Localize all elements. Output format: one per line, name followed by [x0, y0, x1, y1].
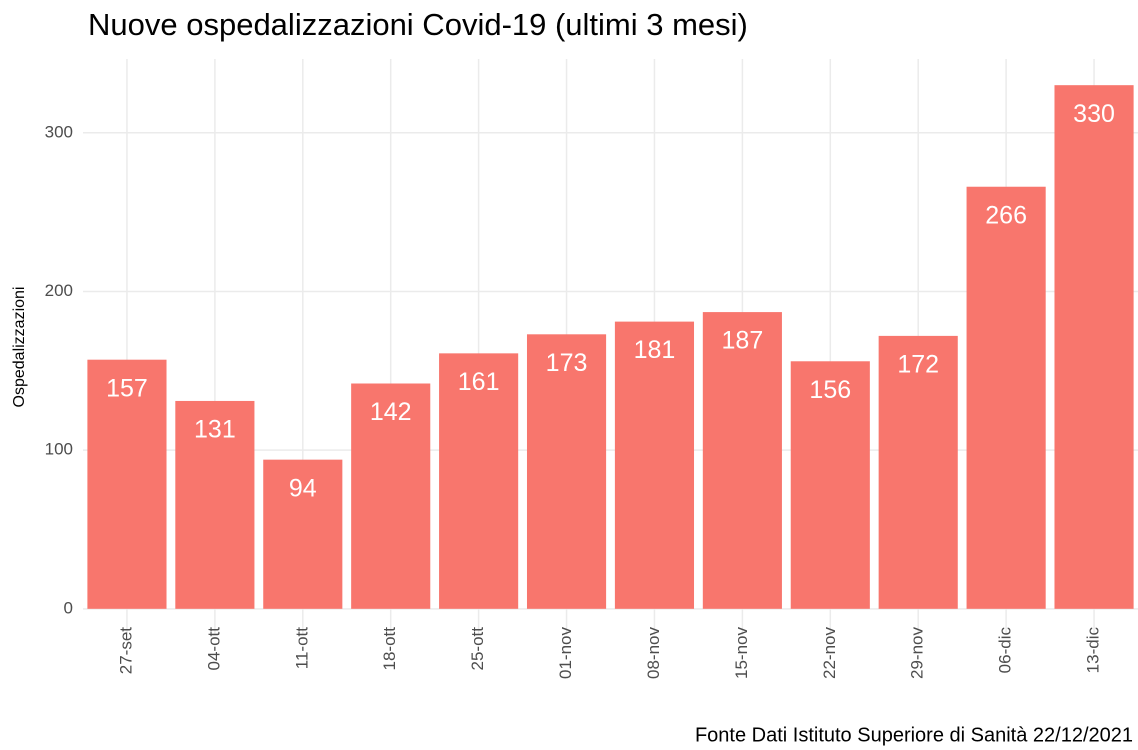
x-tick-label: 11-ott	[292, 627, 311, 669]
caption: Fonte Dati Istituto Superiore di Sanità …	[695, 724, 1133, 746]
x-tick-label: 08-nov	[644, 627, 663, 679]
x-tick-label: 15-nov	[732, 627, 751, 679]
y-tick-label: 0	[64, 598, 73, 617]
value-label: 131	[194, 416, 236, 444]
x-tick-label: 13-dic	[1084, 627, 1103, 674]
bar	[175, 400, 255, 609]
value-label: 172	[897, 351, 939, 379]
bar	[351, 383, 431, 609]
value-label: 157	[106, 374, 148, 402]
bar	[1054, 85, 1134, 609]
y-tick-label: 300	[45, 122, 73, 141]
bar	[614, 321, 695, 609]
bar	[966, 186, 1046, 609]
bar	[702, 312, 782, 609]
bar	[263, 459, 343, 609]
bar	[439, 353, 519, 609]
value-label: 161	[458, 368, 500, 396]
value-label: 142	[370, 398, 412, 426]
value-label: 173	[546, 349, 588, 377]
x-tick-label: 18-ott	[380, 627, 399, 671]
x-tick-label: 22-nov	[820, 627, 839, 679]
bar	[790, 361, 870, 609]
y-axis-title: Ospedalizzazioni	[11, 287, 28, 408]
y-tick-label: 200	[45, 281, 73, 300]
x-tick-label: 06-dic	[996, 627, 1015, 674]
bar	[878, 335, 958, 609]
value-label: 181	[634, 336, 676, 364]
value-label: 156	[809, 376, 851, 404]
value-label: 187	[722, 327, 764, 355]
x-tick-label: 04-ott	[204, 627, 223, 671]
chart-title: Nuove ospedalizzazioni Covid-19 (ultimi …	[88, 7, 748, 42]
x-tick-label: 29-nov	[908, 627, 927, 679]
bar	[87, 359, 167, 609]
value-label: 266	[985, 201, 1027, 229]
x-tick-label: 01-nov	[556, 627, 575, 679]
x-tick-label: 27-set	[116, 627, 135, 675]
bar	[526, 334, 607, 609]
value-label: 330	[1073, 100, 1115, 128]
x-tick-label: 25-ott	[468, 627, 487, 671]
y-tick-label: 100	[45, 440, 73, 459]
value-label: 94	[289, 474, 317, 502]
